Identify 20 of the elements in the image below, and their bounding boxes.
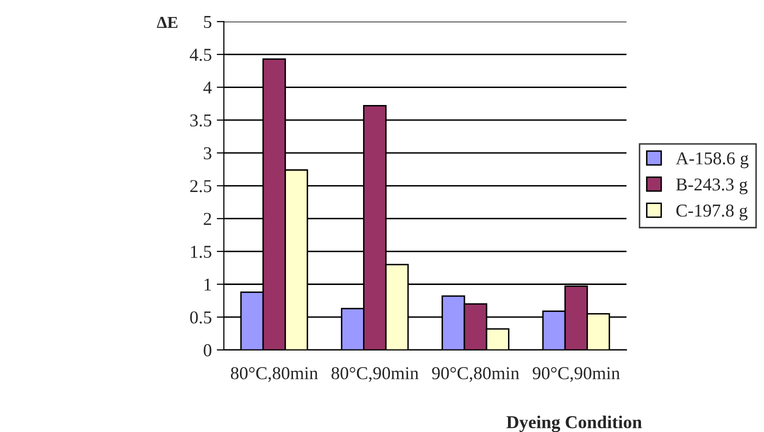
y-tick-label: 2 <box>204 212 212 225</box>
y-axis-title: ΔE <box>156 16 178 28</box>
y-tick-label: 3 <box>204 147 212 160</box>
y-tick-label: 0 <box>204 344 212 356</box>
y-tick-label: 1.5 <box>191 246 212 258</box>
y-tick-label: 4.5 <box>190 48 212 61</box>
x-tick-label: 90°C,90min <box>532 367 620 382</box>
legend-label: A-158.6 g <box>676 152 749 168</box>
y-tick-label: 2.5 <box>190 180 212 192</box>
y-tick-label: 3.5 <box>190 114 212 127</box>
y-tick-label: 0.5 <box>190 311 212 324</box>
x-tick-label: 80°C,80min <box>230 367 318 382</box>
x-axis-title: Dyeing Condition <box>506 416 642 432</box>
x-tick-label: 90°C,80min <box>432 367 520 382</box>
y-tick-label: 4 <box>203 82 212 94</box>
legend-label: C-197.8 g <box>676 204 748 220</box>
x-tick-label: 80°C,90min <box>332 367 419 382</box>
legend-label: B-243.3 g <box>676 178 748 194</box>
y-tick-label: 5 <box>204 16 212 28</box>
y-tick-label: 1 <box>204 278 211 291</box>
